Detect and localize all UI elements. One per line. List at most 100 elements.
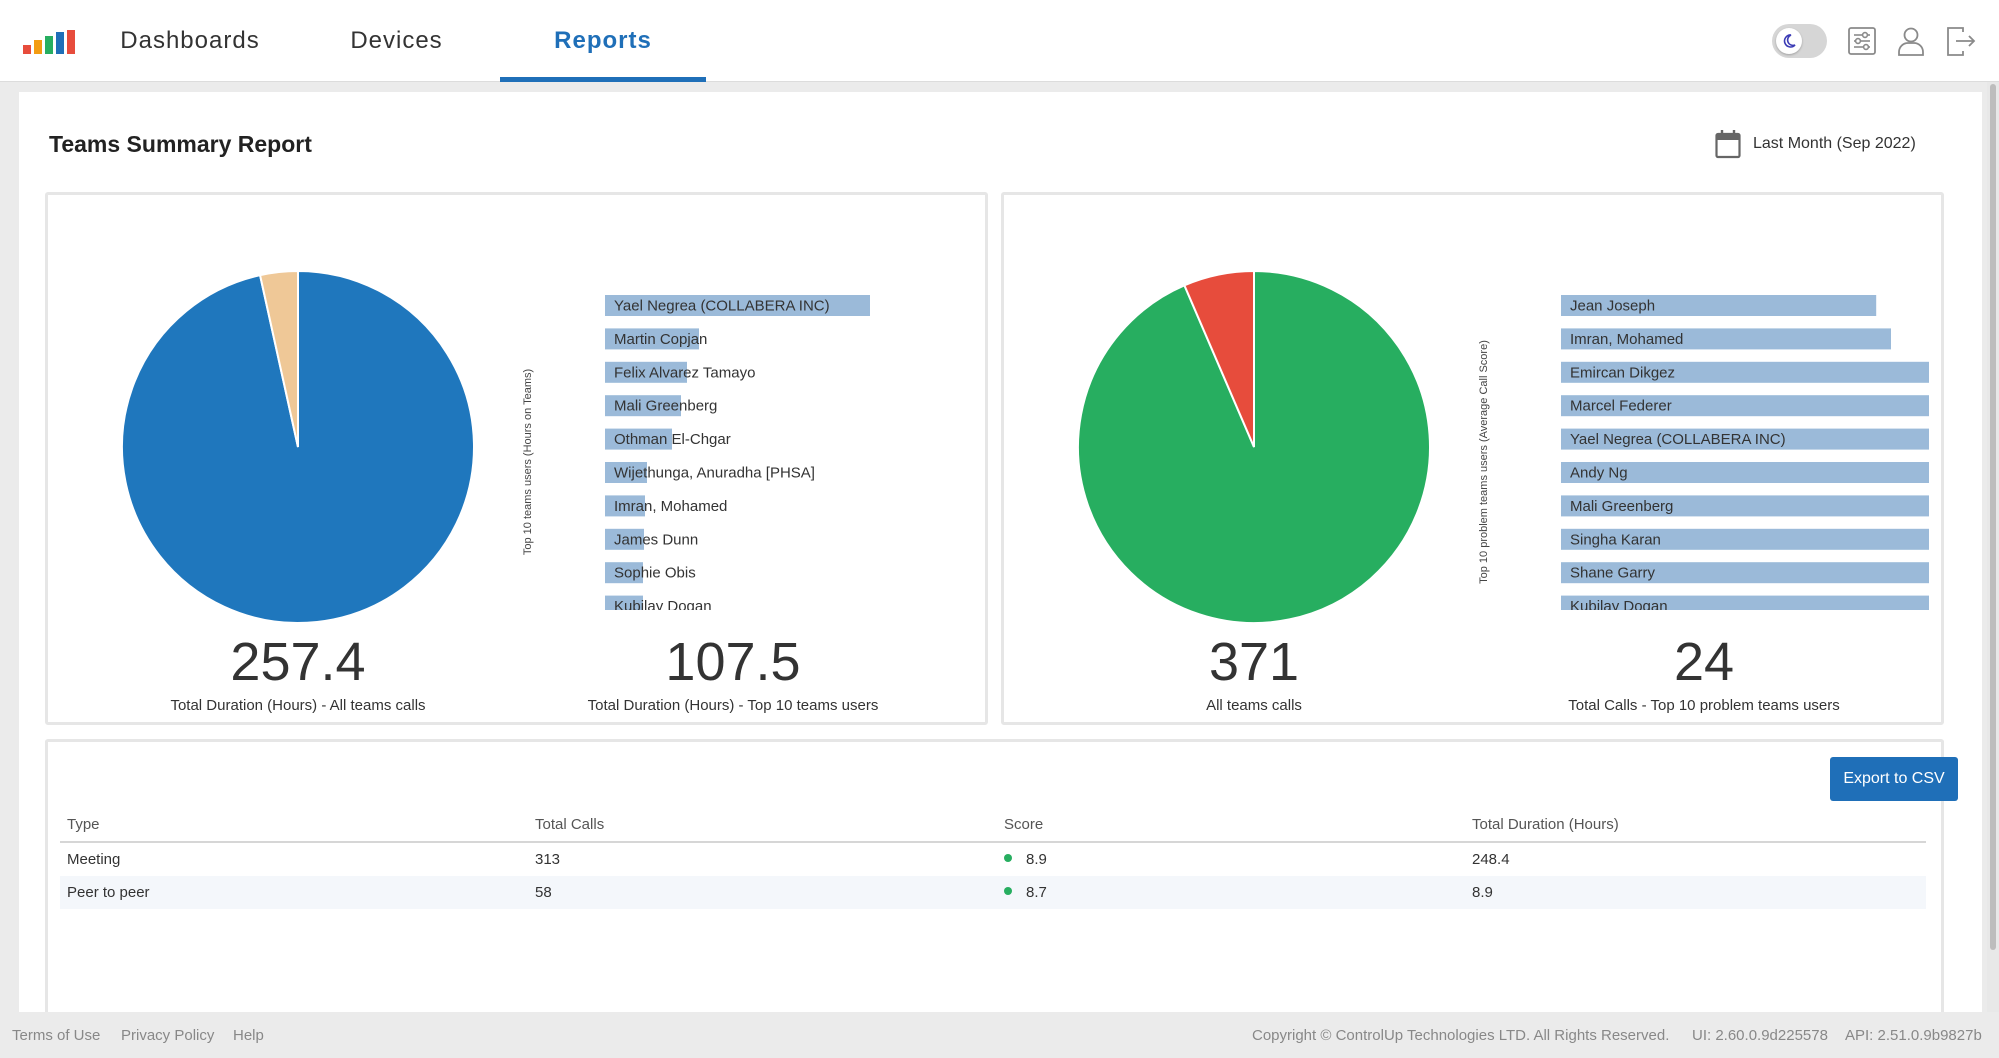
pie-slice-poor[interactable] <box>1183 269 1255 448</box>
summary-table-card: Export to CSV Type Total Calls Score Tot… <box>45 739 1958 1029</box>
table-header-row: Type Total Calls Score Total Duration (H… <box>60 807 1926 843</box>
top-navigation-bar: Dashboards Devices Reports <box>0 0 1999 82</box>
row-type: Meeting <box>67 851 121 868</box>
column-header-type[interactable]: Type <box>67 815 100 833</box>
settings-sliders-icon[interactable] <box>1845 24 1879 58</box>
duration-card: Top 10 teams users (Hours on Teams) Yael … <box>45 192 988 725</box>
bar-category-label: Singha Karan <box>1570 531 1661 548</box>
bar-category-label: Marcel Federer <box>1570 398 1672 415</box>
api-version: API: 2.51.0.9b9827b <box>1845 1027 1982 1044</box>
row-total-calls: 313 <box>535 851 561 868</box>
row-total-calls: 58 <box>535 884 552 901</box>
app-logo[interactable] <box>23 30 75 54</box>
bar[interactable] <box>1561 395 1929 417</box>
bar[interactable] <box>605 295 870 316</box>
total-duration-top10-label: Total Duration (Hours) - Top 10 teams us… <box>587 697 879 714</box>
export-csv-button[interactable]: Export to CSV <box>1830 757 1958 801</box>
user-profile-icon[interactable] <box>1894 24 1928 58</box>
row-score-value: 8.9 <box>1026 851 1047 868</box>
score-status-dot <box>1004 854 1012 863</box>
date-range-label: Last Month (Sep 2022) <box>1753 135 1916 152</box>
tab-reports[interactable]: Reports <box>500 0 706 82</box>
all-calls-label: All teams calls <box>1206 697 1302 714</box>
bar-chart-axis-label: Top 10 teams users (Hours on Teams) <box>522 369 534 555</box>
table-row[interactable]: Peer to peer 58 8.7 8.9 <box>60 876 1926 909</box>
bar-category-label: Mali Greenberg <box>1570 498 1673 515</box>
row-score: 8.9 <box>1004 851 1047 868</box>
scrollbar-thumb[interactable] <box>1990 84 1996 950</box>
bar-category-label: James Dunn <box>614 531 698 548</box>
bar-chart-axis-label: Top 10 problem teams users (Average Call… <box>1478 340 1490 584</box>
bar-category-label: Kubilay Dogan <box>614 598 712 610</box>
help-link[interactable]: Help <box>233 1027 264 1044</box>
column-header-score[interactable]: Score <box>1004 815 1044 833</box>
logout-icon[interactable] <box>1943 24 1977 58</box>
terms-of-use-link[interactable]: Terms of Use <box>12 1027 101 1044</box>
bar[interactable] <box>605 595 643 610</box>
bar[interactable] <box>1561 495 1929 517</box>
bar-category-label: Emircan Dikgez <box>1570 364 1675 381</box>
moon-icon <box>1776 28 1802 54</box>
score-status-dot <box>1004 887 1012 896</box>
table-row[interactable]: Meeting 313 8.9 248.4 <box>60 843 1926 876</box>
bar[interactable] <box>605 562 643 584</box>
bar-category-label: Jean Joseph <box>1570 298 1655 315</box>
bar-category-label: Felix Alvarez Tamayo <box>614 364 755 381</box>
top-users-hours-bar-chart: Top 10 teams users (Hours on Teams) Yael … <box>522 295 870 610</box>
problem-calls-value: 24 <box>1673 632 1735 692</box>
bar-category-label: Andy Ng <box>1570 465 1628 482</box>
page-scrollbar[interactable] <box>1987 82 1999 1012</box>
total-duration-all-value: 257.4 <box>230 632 366 692</box>
all-calls-value: 371 <box>1208 632 1300 692</box>
bar-category-label: Imran, Mohamed <box>1570 331 1683 348</box>
bar-category-label: Wijethunga, Anuradha [PHSA] <box>614 465 815 482</box>
bar[interactable] <box>605 495 645 517</box>
bar[interactable] <box>605 428 672 450</box>
bar-category-label: Othman El-Chgar <box>614 431 731 448</box>
row-duration: 248.4 <box>1472 851 1510 868</box>
problem-calls-label: Total Calls - Top 10 problem teams users <box>1568 697 1840 714</box>
report-panel: Teams Summary Report Last Month (Sep 202… <box>19 92 1982 1029</box>
bar-category-label: Mali Greenberg <box>614 398 717 415</box>
column-header-total-calls[interactable]: Total Calls <box>535 815 605 833</box>
copyright-text: Copyright © ControlUp Technologies LTD. … <box>1252 1027 1670 1044</box>
bar[interactable] <box>1561 295 1877 316</box>
bar-category-label: Shane Garry <box>1570 565 1656 582</box>
calls-quality-pie-chart <box>1077 269 1431 624</box>
bar[interactable] <box>1561 562 1929 584</box>
row-score: 8.7 <box>1004 884 1047 901</box>
footer: Terms of Use Privacy Policy Help Copyrig… <box>0 1012 1999 1058</box>
summary-table: Type Total Calls Score Total Duration (H… <box>60 807 1926 909</box>
date-range-picker[interactable]: Last Month (Sep 2022) <box>1715 126 1916 162</box>
tab-devices[interactable]: Devices <box>350 27 443 54</box>
bar[interactable] <box>1561 361 1929 383</box>
bar[interactable] <box>1561 428 1929 450</box>
bar[interactable] <box>605 328 699 350</box>
bar[interactable] <box>605 462 647 483</box>
bar[interactable] <box>1561 462 1929 483</box>
bar[interactable] <box>1561 595 1929 610</box>
calls-card: Top 10 problem teams users (Average Call… <box>1001 192 1944 725</box>
bar[interactable] <box>1561 328 1891 350</box>
bar-category-label: Martin Copjan <box>614 331 707 348</box>
bar[interactable] <box>605 528 644 550</box>
bar-category-label: Sophie Obis <box>614 565 696 582</box>
bar-category-label: Yael Negrea (COLLABERA INC) <box>1570 431 1786 448</box>
total-duration-top10-value: 107.5 <box>665 632 801 692</box>
bar-category-label: Kubilay Dogan <box>1570 598 1668 610</box>
privacy-policy-link[interactable]: Privacy Policy <box>121 1027 215 1044</box>
ui-version: UI: 2.60.0.9d225578 <box>1692 1027 1828 1044</box>
row-score-value: 8.7 <box>1026 884 1047 901</box>
bar[interactable] <box>1561 528 1929 550</box>
bar[interactable] <box>605 361 687 383</box>
row-duration: 8.9 <box>1472 884 1493 901</box>
pie-slice-peer-to-peer[interactable] <box>258 269 299 448</box>
bar-category-label: Yael Negrea (COLLABERA INC) <box>614 298 830 315</box>
duration-pie-chart <box>121 269 475 624</box>
tab-dashboards[interactable]: Dashboards <box>120 27 260 54</box>
bar-category-label: Imran, Mohamed <box>614 498 727 515</box>
column-header-duration[interactable]: Total Duration (Hours) <box>1472 815 1619 833</box>
total-duration-all-label: Total Duration (Hours) - All teams calls <box>170 697 426 714</box>
bar[interactable] <box>605 395 681 417</box>
theme-toggle[interactable] <box>1772 24 1827 58</box>
